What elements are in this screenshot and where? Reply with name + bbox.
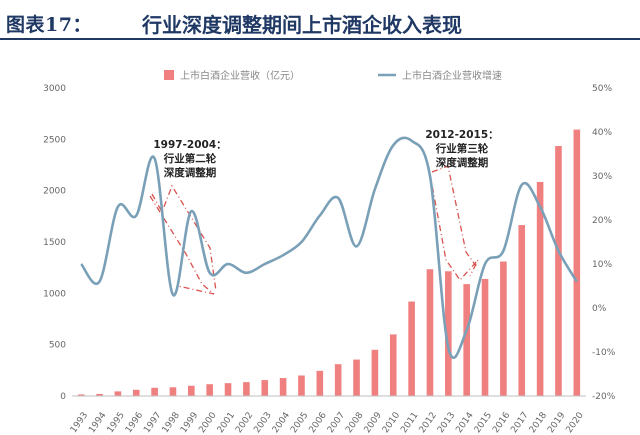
bar [261,380,269,396]
x-tick-label: 2013 [436,411,457,435]
chart-axes: 0 500 1000 1500 2000 2500 3000 -20% -10% 0% 10% 20%… [43,84,616,435]
bar [536,181,544,396]
y-left-tick-label: 2000 [43,187,66,197]
bar [426,269,434,396]
y-right-tick-label: 10% [592,260,612,270]
annotation-line: 2012-2015： [425,129,498,141]
bar [114,391,122,396]
trend-arrows [149,165,479,295]
bar [151,387,158,396]
bar [169,387,177,396]
x-tick-label: 2002 [234,411,255,435]
bar [224,383,232,396]
annotation-line: 深度调整期 [164,166,217,179]
x-tick-label: 2011 [399,411,420,435]
figure-title: 行业深度调整期间上市酒企收入表现 [142,13,462,37]
y-left-tick-label: 0 [60,392,66,402]
x-tick-label: 2010 [381,410,402,435]
legend-line-label: 上市白酒企业营收增速 [402,69,502,82]
x-tick-label: 2019 [546,410,567,435]
chart: 0 500 1000 1500 2000 2500 3000 -20% -10% 0% 10% 20%… [43,69,616,435]
bar-series [77,129,581,396]
title-divider [0,38,640,40]
x-tick-label: 2005 [289,411,310,435]
x-tick-label: 2018 [528,410,549,435]
figure-label: 图表17： [6,14,92,36]
bar [188,385,195,396]
y-right-tick-label: 20% [592,216,612,226]
y-right-tick-label: 50% [592,84,612,94]
y-left-tick-label: 500 [49,341,66,351]
y-right-tick-label: 0% [592,304,607,314]
trend-arrow-1-outer [151,184,217,292]
y-left-tick-label: 3000 [43,84,66,94]
x-tick-label: 2014 [454,410,475,435]
bar [371,349,379,396]
line-series [80,136,578,359]
bar [463,284,470,396]
x-tick-label: 2017 [509,411,530,435]
bar [316,370,324,396]
bar [96,393,103,396]
x-tick-label: 2007 [326,411,347,435]
x-tick-label: 1996 [124,410,145,435]
annotation-line: 1997-2004： [153,139,226,151]
bar [555,146,562,396]
x-tick-label: 1997 [142,411,163,435]
x-tick-label: 1998 [161,410,182,435]
annotation-line: 行业第三轮 [435,142,489,155]
y-left-tick-label: 2500 [43,135,66,145]
bar [500,261,507,396]
bar [77,394,85,396]
x-tick-label: 2001 [216,411,237,435]
bar [279,378,287,396]
x-tick-label: 2016 [491,410,512,435]
x-tick-label: 1993 [69,411,90,435]
x-tick-label: 2006 [308,410,329,435]
x-tick-label: 2009 [363,410,384,435]
trend-arrow-1-inner [149,195,215,295]
bar [298,375,305,396]
trend-arrow-2-outer [431,165,477,267]
x-tick-label: 1999 [179,410,200,435]
growth-line [80,136,578,359]
bar [389,334,397,396]
x-tick-label: 2004 [271,410,292,435]
legend-bar-swatch [164,70,174,80]
legend-bar-label: 上市白酒企业营收（亿元） [180,69,300,82]
bar [243,382,250,396]
annotation-line: 行业第二轮 [163,152,217,165]
x-tick-label: 1994 [87,410,108,435]
trend-arrow-2-inner [429,173,479,282]
y-left-tick-label: 1000 [43,289,66,299]
annotation-line: 深度调整期 [436,156,489,169]
x-tick-label: 2003 [252,411,273,435]
bar [573,129,581,396]
bar [334,364,342,396]
bar [518,225,526,396]
y-right-tick-label: 30% [592,172,612,182]
x-tick-label: 2015 [473,411,494,435]
bar [353,359,360,396]
y-right-tick-label: -20% [592,392,616,402]
y-right-tick-label: -10% [592,348,616,358]
y-left-tick-label: 1500 [43,238,66,248]
bar [408,301,415,396]
bar [445,271,452,396]
bar [481,278,489,396]
x-tick-label: 2012 [418,411,439,435]
x-tick-label: 1995 [106,411,127,435]
bar [132,389,140,396]
x-tick-label: 2020 [565,410,586,435]
chart-legend: 上市白酒企业营收（亿元） 上市白酒企业营收增速 [164,69,502,82]
bar [206,384,213,396]
x-tick-label: 2008 [344,410,365,435]
y-right-tick-label: 40% [592,128,612,138]
x-tick-label: 2000 [197,410,218,435]
title-bar: 图表17： 行业深度调整期间上市酒企收入表现 [0,0,640,42]
